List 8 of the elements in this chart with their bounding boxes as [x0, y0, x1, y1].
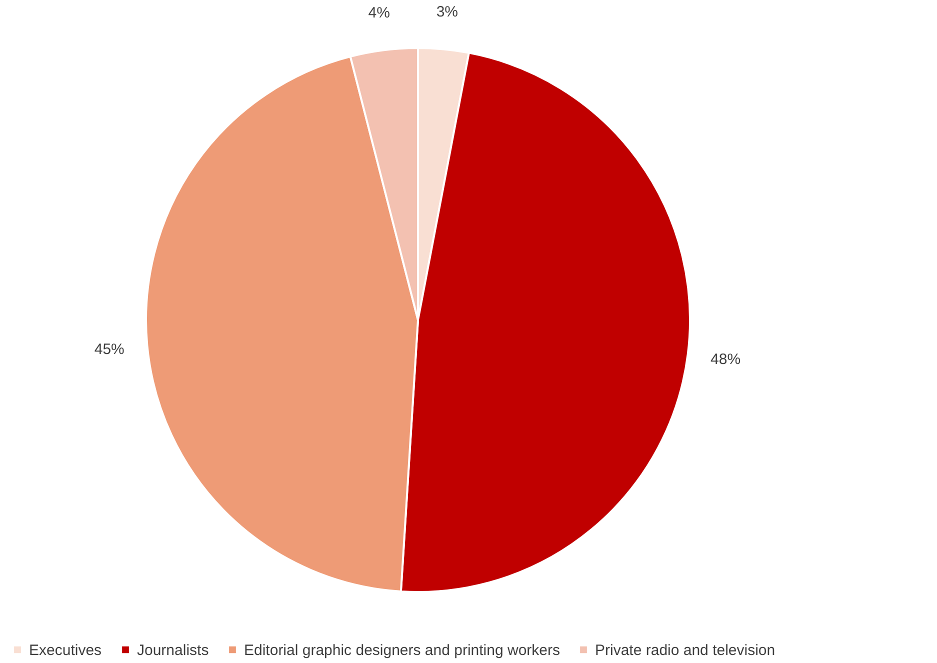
legend-label: Executives: [29, 642, 102, 659]
data-label: 45%: [94, 341, 124, 358]
data-label: 3%: [436, 3, 458, 20]
data-label: 48%: [710, 350, 741, 368]
legend-label: Editorial graphic designers and printing workers: [244, 642, 560, 659]
data-label: 4%: [368, 4, 390, 22]
legend-label: Private radio and television: [595, 642, 776, 659]
legend-label: Journalists: [137, 642, 209, 659]
